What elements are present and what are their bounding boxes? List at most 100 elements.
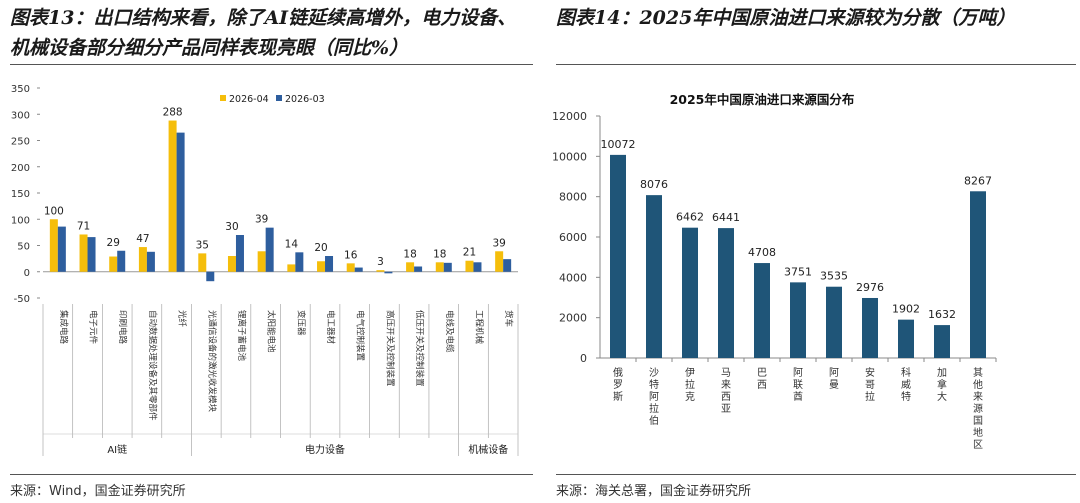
y-tick-label: 0 bbox=[24, 268, 30, 279]
bar-import-volume bbox=[862, 297, 878, 358]
data-label: 35 bbox=[196, 239, 209, 251]
category-label: 安哥拉 bbox=[865, 366, 875, 403]
bar-import-volume bbox=[898, 319, 914, 358]
chart-14-crude-oil-imports: 2025年中国原油进口来源国分布 0 2000 4000 6000 8000 10000 12… bbox=[552, 92, 997, 451]
data-label: 29 bbox=[107, 237, 120, 249]
bar-2026-03 bbox=[265, 227, 274, 272]
title-rule-left bbox=[10, 64, 533, 65]
legend-label: 2026-04 bbox=[229, 94, 269, 105]
category-label: 俄罗斯 bbox=[613, 367, 623, 403]
bar-2026-03 bbox=[57, 226, 66, 272]
data-label: 20 bbox=[314, 242, 327, 254]
category-label: 高压开关及控制装置 bbox=[384, 310, 395, 387]
bar-2026-03 bbox=[87, 237, 96, 272]
category-label: 货车 bbox=[503, 310, 514, 327]
data-label: 3 bbox=[377, 256, 384, 268]
bar-import-volume bbox=[682, 227, 698, 358]
category-label: 伊拉克 bbox=[685, 367, 695, 403]
category-label: 阿曼 bbox=[829, 367, 839, 391]
category-label: 加拿大 bbox=[937, 367, 947, 403]
category-label: 印刷电路 bbox=[117, 310, 128, 345]
bar-2026-03 bbox=[443, 262, 452, 272]
bar-import-volume bbox=[970, 191, 986, 358]
category-label: 太阳能电池 bbox=[266, 310, 277, 353]
bar-2026-04 bbox=[317, 261, 326, 272]
category-label: 马来西亚 bbox=[721, 367, 731, 415]
data-label: 21 bbox=[463, 247, 476, 259]
source-rule-left bbox=[10, 474, 533, 475]
category-label: 其他来源国地区 bbox=[973, 367, 983, 451]
chart-title: 2025年中国原油进口来源国分布 bbox=[670, 92, 855, 107]
y-tick-label: -50 bbox=[14, 294, 30, 305]
bar-2026-03 bbox=[325, 256, 334, 272]
figure-14-title: 图表14：2025年中国原油进口来源较为分散（万吨） bbox=[556, 7, 1016, 29]
bar-2026-04 bbox=[109, 256, 118, 272]
group-label: 机械设备 bbox=[468, 443, 508, 456]
y-tick-label: 300 bbox=[11, 110, 30, 121]
bar-2026-04 bbox=[168, 120, 177, 272]
bar-2026-04 bbox=[198, 253, 207, 272]
category-label: 阿联酋 bbox=[793, 367, 803, 403]
category-label: 光纤 bbox=[177, 310, 188, 328]
bar-2026-04 bbox=[227, 256, 236, 272]
category-label: 电线及电缆 bbox=[444, 310, 455, 353]
bar-2026-04 bbox=[49, 219, 58, 272]
data-label: 2976 bbox=[856, 281, 884, 294]
data-label: 6441 bbox=[712, 211, 740, 224]
bar-2026-03 bbox=[414, 266, 423, 272]
data-label: 10072 bbox=[601, 138, 636, 151]
source-left: 来源：Wind，国金证券研究所 bbox=[10, 484, 186, 499]
data-label: 14 bbox=[285, 238, 299, 250]
data-label: 100 bbox=[44, 205, 64, 217]
data-label: 4708 bbox=[748, 246, 776, 259]
data-label: 16 bbox=[344, 249, 358, 261]
category-label: 电工器材 bbox=[325, 310, 336, 345]
y-tick-label: 8000 bbox=[559, 191, 587, 204]
bar-2026-04 bbox=[376, 270, 385, 272]
bar-2026-03 bbox=[117, 250, 126, 272]
data-label: 8076 bbox=[640, 178, 668, 191]
y-tick-label: 50 bbox=[17, 242, 30, 253]
y-tick-label: 0 bbox=[580, 352, 587, 365]
y-tick-label: 250 bbox=[11, 137, 30, 148]
figure-13-title: 图表13：出口结构来看，除了AI链延续高增外，电力设备、机械设备部分细分产品同样… bbox=[10, 7, 517, 59]
bar-import-volume bbox=[790, 282, 806, 358]
data-label: 18 bbox=[433, 248, 446, 260]
bar-import-volume bbox=[826, 286, 842, 358]
category-label: 锂离子蓄电池 bbox=[236, 310, 247, 362]
y-tick-label: 200 bbox=[11, 163, 30, 174]
bar-2026-04 bbox=[287, 264, 296, 272]
data-label: 1632 bbox=[928, 308, 956, 321]
y-tick-label: 350 bbox=[11, 84, 30, 95]
group-label: AI链 bbox=[107, 443, 127, 456]
y-tick-label: 4000 bbox=[559, 271, 587, 284]
bar-2026-04 bbox=[406, 262, 415, 272]
bar-import-volume bbox=[610, 154, 626, 358]
data-label: 18 bbox=[403, 248, 416, 260]
legend-swatch bbox=[276, 95, 282, 101]
bar-2026-04 bbox=[465, 260, 474, 272]
data-label: 288 bbox=[163, 107, 183, 119]
bar-2026-04 bbox=[346, 263, 355, 272]
bar-import-volume bbox=[718, 228, 734, 358]
data-label: 47 bbox=[136, 233, 149, 245]
data-label: 6462 bbox=[676, 211, 704, 224]
data-label: 39 bbox=[492, 237, 505, 249]
y-tick-label: 100 bbox=[11, 215, 30, 226]
category-label: 电子元件 bbox=[88, 310, 99, 345]
category-label: 沙特阿拉伯 bbox=[649, 367, 659, 427]
source-right: 来源：海关总署，国金证券研究所 bbox=[556, 484, 752, 499]
y-tick-label: 6000 bbox=[559, 231, 587, 244]
category-label: 集成电路 bbox=[58, 310, 69, 345]
y-tick-label: 2000 bbox=[559, 312, 587, 325]
bar-2026-03 bbox=[503, 259, 512, 272]
bar-import-volume bbox=[646, 195, 662, 358]
bar-2026-03 bbox=[235, 235, 244, 272]
category-label: 低压开关及控制装置 bbox=[414, 310, 425, 387]
data-label: 8267 bbox=[964, 174, 992, 187]
bar-2026-03 bbox=[473, 262, 482, 272]
data-label: 39 bbox=[255, 214, 268, 226]
bar-2026-03 bbox=[295, 252, 304, 272]
category-label: 工程机械 bbox=[473, 310, 484, 345]
group-label: 电力设备 bbox=[305, 443, 345, 456]
